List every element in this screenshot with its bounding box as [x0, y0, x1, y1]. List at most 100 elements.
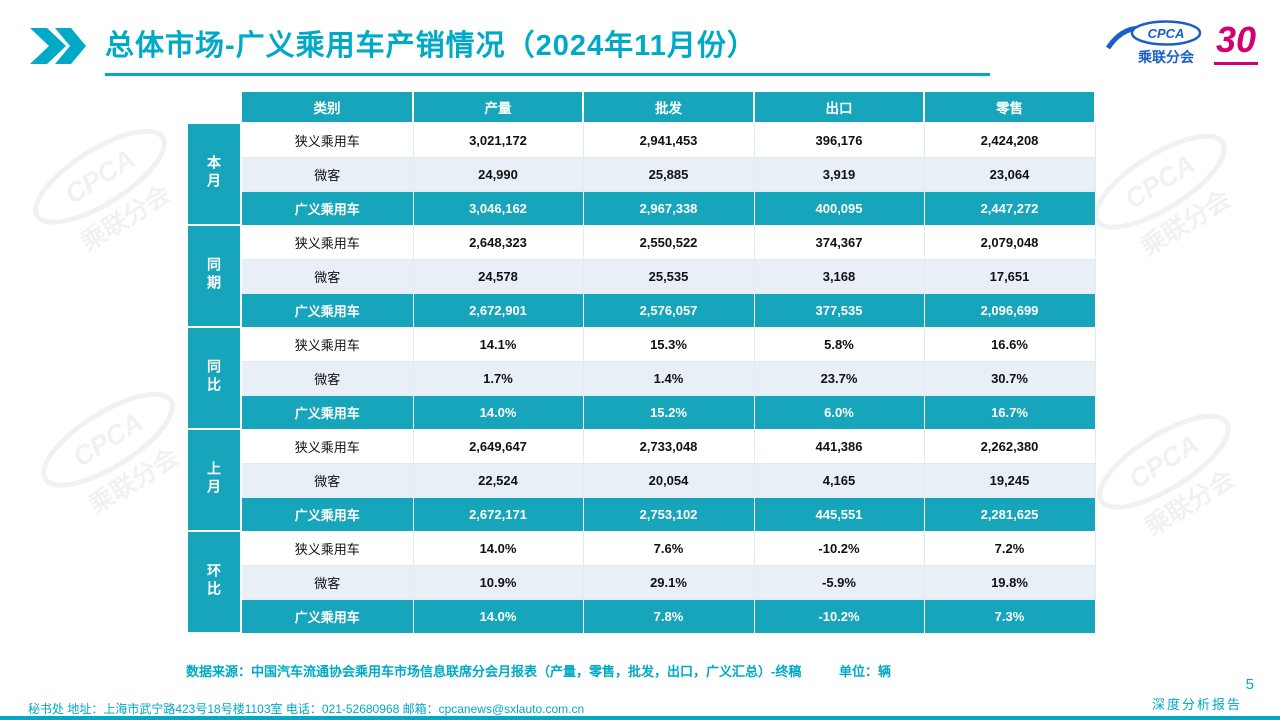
- value-cell: 445,551: [753, 496, 925, 532]
- report-type-label: 深度分析报告: [1151, 697, 1242, 712]
- value-cell: 396,176: [753, 122, 925, 158]
- col-header-wholesale: 批发: [582, 90, 755, 124]
- category-cell: 广义乘用车: [240, 292, 414, 328]
- value-cell: 2,941,453: [582, 122, 755, 158]
- svg-text:CPCA: CPCA: [68, 407, 149, 473]
- double-chevron-icon: [30, 28, 86, 69]
- value-cell: -10.2%: [753, 598, 925, 634]
- svg-text:乘联分会: 乘联分会: [1140, 465, 1240, 542]
- value-cell: 10.9%: [412, 564, 584, 600]
- row-group-label: 环比: [186, 530, 242, 634]
- value-cell: 7.6%: [582, 530, 755, 566]
- corner-cell: [186, 90, 242, 124]
- value-cell: 17,651: [923, 258, 1096, 294]
- value-cell: -10.2%: [753, 530, 925, 566]
- value-cell: 377,535: [753, 292, 925, 328]
- value-cell: 16.7%: [923, 394, 1096, 430]
- table-header-row: 类别 产量 批发 出口 零售: [186, 90, 1096, 124]
- row-group-label: 本月: [186, 122, 242, 226]
- category-cell: 狭义乘用车: [240, 122, 414, 158]
- value-cell: 3,021,172: [412, 122, 584, 158]
- value-cell: 15.2%: [582, 394, 755, 430]
- value-cell: 30.7%: [923, 360, 1096, 396]
- value-cell: 14.0%: [412, 394, 584, 430]
- col-header-category: 类别: [240, 90, 414, 124]
- category-cell: 狭义乘用车: [240, 530, 414, 566]
- col-header-production: 产量: [412, 90, 584, 124]
- page-title: 总体市场-广义乘用车产销情况（2024年11月份）: [105, 22, 990, 76]
- col-header-export: 出口: [753, 90, 925, 124]
- row-group-label: 同比: [186, 326, 242, 430]
- value-cell: 25,885: [582, 156, 755, 192]
- value-cell: 24,578: [412, 258, 584, 294]
- table-row: 同期 狭义乘用车 2,648,323 2,550,522 374,367 2,079,04…: [186, 224, 1096, 328]
- value-cell: 1.7%: [412, 360, 584, 396]
- table-row: 环比 狭义乘用车 14.0% 7.6% -10.2% 7.2%: [186, 530, 1096, 634]
- table-row: 微客 10.9% 29.1% -5.9% 19.8%: [187, 564, 1096, 600]
- footnote: 数据来源：中国汽车流通协会乘用车市场信息联席分会月报表（产量，零售，批发，出口，…: [186, 661, 891, 680]
- anniversary-30-logo: 30: [1213, 20, 1258, 65]
- category-cell: 狭义乘用车: [240, 326, 414, 362]
- value-cell: 6.0%: [753, 394, 925, 430]
- value-cell: 24,990: [412, 156, 584, 192]
- value-cell: 20,054: [582, 462, 755, 498]
- svg-text:乘联分会: 乘联分会: [84, 443, 184, 520]
- unit-note: 单位：辆: [838, 664, 891, 679]
- category-cell: 狭义乘用车: [240, 428, 414, 464]
- table-row: 广义乘用车 2,672,171 2,753,102 445,551 2,281,625: [187, 496, 1096, 532]
- svg-text:CPCA: CPCA: [1120, 149, 1201, 215]
- value-cell: -5.9%: [753, 564, 925, 600]
- row-group-label: 上月: [186, 428, 242, 532]
- watermark-cpca-text: CPCA: [60, 144, 141, 210]
- category-cell: 广义乘用车: [240, 496, 414, 532]
- value-cell: 2,733,048: [582, 428, 755, 464]
- bottom-accent-line: [0, 716, 1280, 720]
- value-cell: 3,919: [753, 156, 925, 192]
- value-cell: 2,447,272: [923, 190, 1096, 226]
- value-cell: 2,576,057: [582, 292, 755, 328]
- value-cell: 2,079,048: [923, 224, 1096, 260]
- value-cell: 14.0%: [412, 530, 584, 566]
- table-row: 本月 狭义乘用车 3,021,172 2,941,453 396,176 2,424,20…: [186, 122, 1096, 226]
- value-cell: 4,165: [753, 462, 925, 498]
- table-row: 广义乘用车 2,672,901 2,576,057 377,535 2,096,699: [187, 292, 1096, 328]
- table-row: 微客 1.7% 1.4% 23.7% 30.7%: [187, 360, 1096, 396]
- cpca-logo-text: CPCA: [1148, 26, 1185, 41]
- value-cell: 2,648,323: [412, 224, 584, 260]
- value-cell: 19,245: [923, 462, 1096, 498]
- logo-area: CPCA 乘联分会 30: [1104, 20, 1258, 73]
- watermark-sub-text: 乘联分会: [76, 180, 176, 257]
- svg-text:CPCA: CPCA: [1124, 429, 1205, 495]
- category-cell: 广义乘用车: [240, 598, 414, 634]
- category-cell: 微客: [240, 156, 414, 192]
- value-cell: 23.7%: [753, 360, 925, 396]
- category-cell: 微客: [240, 258, 414, 294]
- value-cell: 1.4%: [582, 360, 755, 396]
- table-row: 同比 狭义乘用车 14.1% 15.3% 5.8% 16.6%: [186, 326, 1096, 430]
- category-cell: 微客: [240, 462, 414, 498]
- value-cell: 29.1%: [582, 564, 755, 600]
- value-cell: 2,281,625: [923, 496, 1096, 532]
- value-cell: 400,095: [753, 190, 925, 226]
- category-cell: 微客: [240, 360, 414, 396]
- value-cell: 14.1%: [412, 326, 584, 362]
- value-cell: 25,535: [582, 258, 755, 294]
- value-cell: 2,424,208: [923, 122, 1096, 158]
- contact-info: 秘书处 地址：上海市武宁路423号18号楼1103室 电话：021-526809…: [28, 702, 585, 716]
- table-row: 上月 狭义乘用车 2,649,647 2,733,048 441,386 2,262,38…: [186, 428, 1096, 532]
- value-cell: 2,753,102: [582, 496, 755, 532]
- table-row: 微客 24,578 25,535 3,168 17,651: [187, 258, 1096, 294]
- value-cell: 2,672,901: [412, 292, 584, 328]
- row-group-label: 同期: [186, 224, 242, 328]
- col-header-retail: 零售: [923, 90, 1096, 124]
- value-cell: 2,096,699: [923, 292, 1096, 328]
- value-cell: 441,386: [753, 428, 925, 464]
- value-cell: 23,064: [923, 156, 1096, 192]
- page-number: 5: [1245, 676, 1254, 693]
- table-row: 广义乘用车 3,046,162 2,967,338 400,095 2,447,272: [187, 190, 1096, 226]
- value-cell: 7.2%: [923, 530, 1096, 566]
- value-cell: 16.6%: [923, 326, 1096, 362]
- value-cell: 7.8%: [582, 598, 755, 634]
- value-cell: 2,262,380: [923, 428, 1096, 464]
